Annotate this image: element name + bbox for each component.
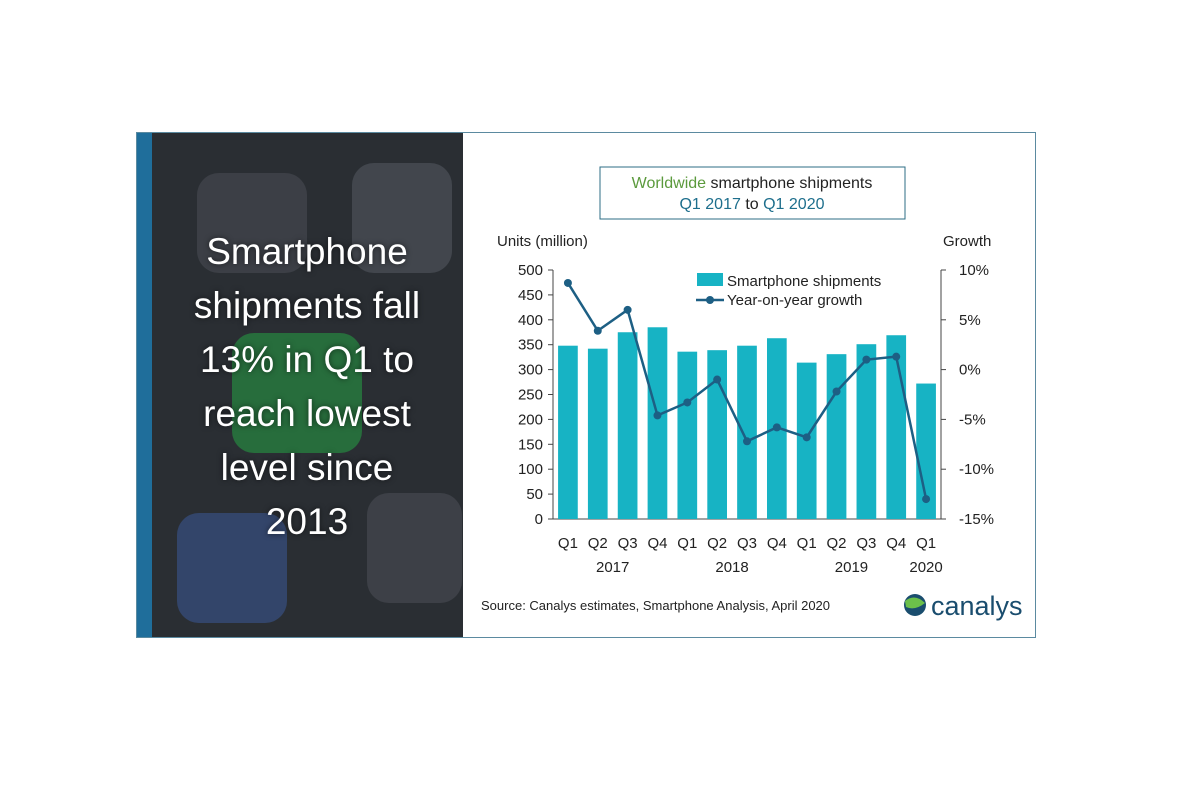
y-axis-left-ticks: 0 50 100 150 200 250 300 350 400 450 500 [518, 262, 553, 528]
y-left-tick-label: 250 [518, 387, 543, 404]
headline-line: Smartphone [206, 231, 408, 272]
y-left-tick-label: 450 [518, 287, 543, 304]
growth-point [802, 433, 811, 442]
x-tick-label: Q1 [677, 535, 697, 552]
x-year-label: 2019 [835, 559, 868, 576]
x-tick-label: Q2 [827, 535, 847, 552]
growth-line [563, 278, 931, 504]
headline-line: level since [220, 447, 394, 488]
growth-point [922, 495, 931, 504]
y-left-tick-label: 200 [518, 411, 543, 428]
growth-point [743, 437, 751, 446]
x-tick-label: Q3 [856, 535, 876, 552]
y-axis-left-title: Units (million) [497, 233, 588, 250]
chart-title-line1: Worldwide smartphone shipments [632, 175, 873, 192]
shipments-chart: Worldwide smartphone shipments Q1 2017 t… [481, 166, 1023, 621]
chart-title-box [599, 166, 906, 220]
growth-point [892, 352, 901, 361]
growth-point [563, 278, 572, 287]
shipment-bar [707, 350, 728, 519]
background-app-icon [352, 163, 452, 273]
headline-panel: Smartphone shipments fall 13% in Q1 to r… [137, 133, 463, 637]
y-left-tick-label: 500 [518, 262, 543, 279]
legend: Smartphone shipments Year-on-year growth [696, 273, 881, 309]
y-left-tick-label: 0 [535, 511, 543, 528]
headline-line: reach lowest [203, 393, 411, 434]
chart-title-start: Q1 2017 [679, 196, 740, 213]
shipment-bar [886, 335, 907, 519]
x-tick-label: Q1 [916, 535, 936, 552]
infographic-banner: Smartphone shipments fall 13% in Q1 to r… [136, 132, 1036, 638]
growth-point [772, 423, 781, 432]
legend-line-marker [706, 296, 714, 304]
background-app-icon [197, 173, 307, 273]
y-left-tick-label: 350 [518, 337, 543, 354]
headline-line: 13% in Q1 to [200, 339, 414, 380]
source-note: Source: Canalys estimates, Smartphone An… [481, 598, 830, 613]
chart-title-line2: Q1 2017 to Q1 2020 [679, 196, 824, 213]
chart-title-end: Q1 2020 [763, 196, 824, 213]
y-right-tick-label: -10% [959, 461, 994, 478]
accent-bar [137, 133, 152, 637]
shipment-bar [826, 354, 847, 519]
x-tick-label: Q3 [737, 535, 757, 552]
y-left-tick-label: 50 [526, 486, 543, 503]
x-tick-label: Q2 [707, 535, 727, 552]
background-app-icon [177, 513, 287, 623]
shipment-bar [647, 327, 668, 519]
x-tick-label: Q3 [618, 535, 638, 552]
x-year-label: 2020 [909, 559, 942, 576]
shipment-bar [916, 383, 936, 519]
shipment-bar [587, 348, 608, 519]
x-tick-label: Q2 [588, 535, 608, 552]
logo-globe-land [905, 597, 925, 609]
growth-point [832, 387, 841, 396]
shipment-bars [558, 327, 936, 519]
logo-wordmark: canalys [931, 591, 1023, 621]
x-tick-label: Q4 [647, 535, 667, 552]
y-right-tick-label: 5% [959, 312, 981, 329]
headline-line: shipments fall [193, 285, 421, 326]
chart-title-rest: smartphone shipments [706, 175, 872, 192]
y-right-tick-label: 10% [959, 262, 989, 279]
y-axis-right-title: Growth [943, 233, 991, 250]
x-axis-labels: Q1 Q2 Q3 Q4 Q1 Q2 Q3 Q4 Q1 Q2 Q3 Q4 Q1 2017 2018 2019 20… [558, 535, 943, 576]
growth-point [623, 305, 632, 314]
headline-line: 2013 [265, 501, 349, 542]
shipment-bar [677, 351, 698, 519]
y-axis-right-ticks: -15% -10% -5% 0% 5% 10% [941, 262, 994, 528]
y-right-tick-label: -5% [959, 411, 986, 428]
y-left-tick-label: 150 [518, 436, 543, 453]
shipment-bar [856, 344, 877, 519]
background-app-icon [232, 333, 362, 453]
legend-line-label: Year-on-year growth [727, 292, 862, 309]
legend-bar-label: Smartphone shipments [727, 273, 881, 290]
legend-bar-swatch [697, 273, 723, 286]
y-right-tick-label: 0% [959, 362, 981, 379]
canalys-logo: canalys [904, 591, 1023, 621]
chart-title-highlight: Worldwide [632, 175, 707, 192]
growth-point [653, 411, 662, 420]
x-tick-label: Q4 [886, 535, 906, 552]
x-year-label: 2017 [596, 559, 629, 576]
growth-point [862, 355, 871, 364]
x-tick-label: Q1 [797, 535, 817, 552]
x-tick-label: Q4 [767, 535, 787, 552]
growth-point [713, 375, 722, 384]
headline: Smartphone shipments fall 13% in Q1 to r… [167, 225, 447, 549]
shipment-bar [737, 345, 757, 519]
y-left-tick-label: 300 [518, 362, 543, 379]
shipment-bar [558, 345, 578, 519]
y-left-tick-label: 100 [518, 461, 543, 478]
y-right-tick-label: -15% [959, 511, 994, 528]
x-tick-label: Q1 [558, 535, 578, 552]
y-left-tick-label: 400 [518, 312, 543, 329]
growth-point [683, 398, 692, 407]
shipment-bar [617, 332, 638, 519]
background-app-icon [367, 493, 462, 603]
growth-point [593, 326, 602, 335]
chart-title-mid: to [741, 196, 763, 213]
x-year-label: 2018 [715, 559, 748, 576]
